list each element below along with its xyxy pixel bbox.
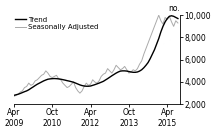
Legend: Trend, Seasonally Adjusted: Trend, Seasonally Adjusted: [15, 17, 99, 30]
Text: no.: no.: [168, 4, 180, 13]
